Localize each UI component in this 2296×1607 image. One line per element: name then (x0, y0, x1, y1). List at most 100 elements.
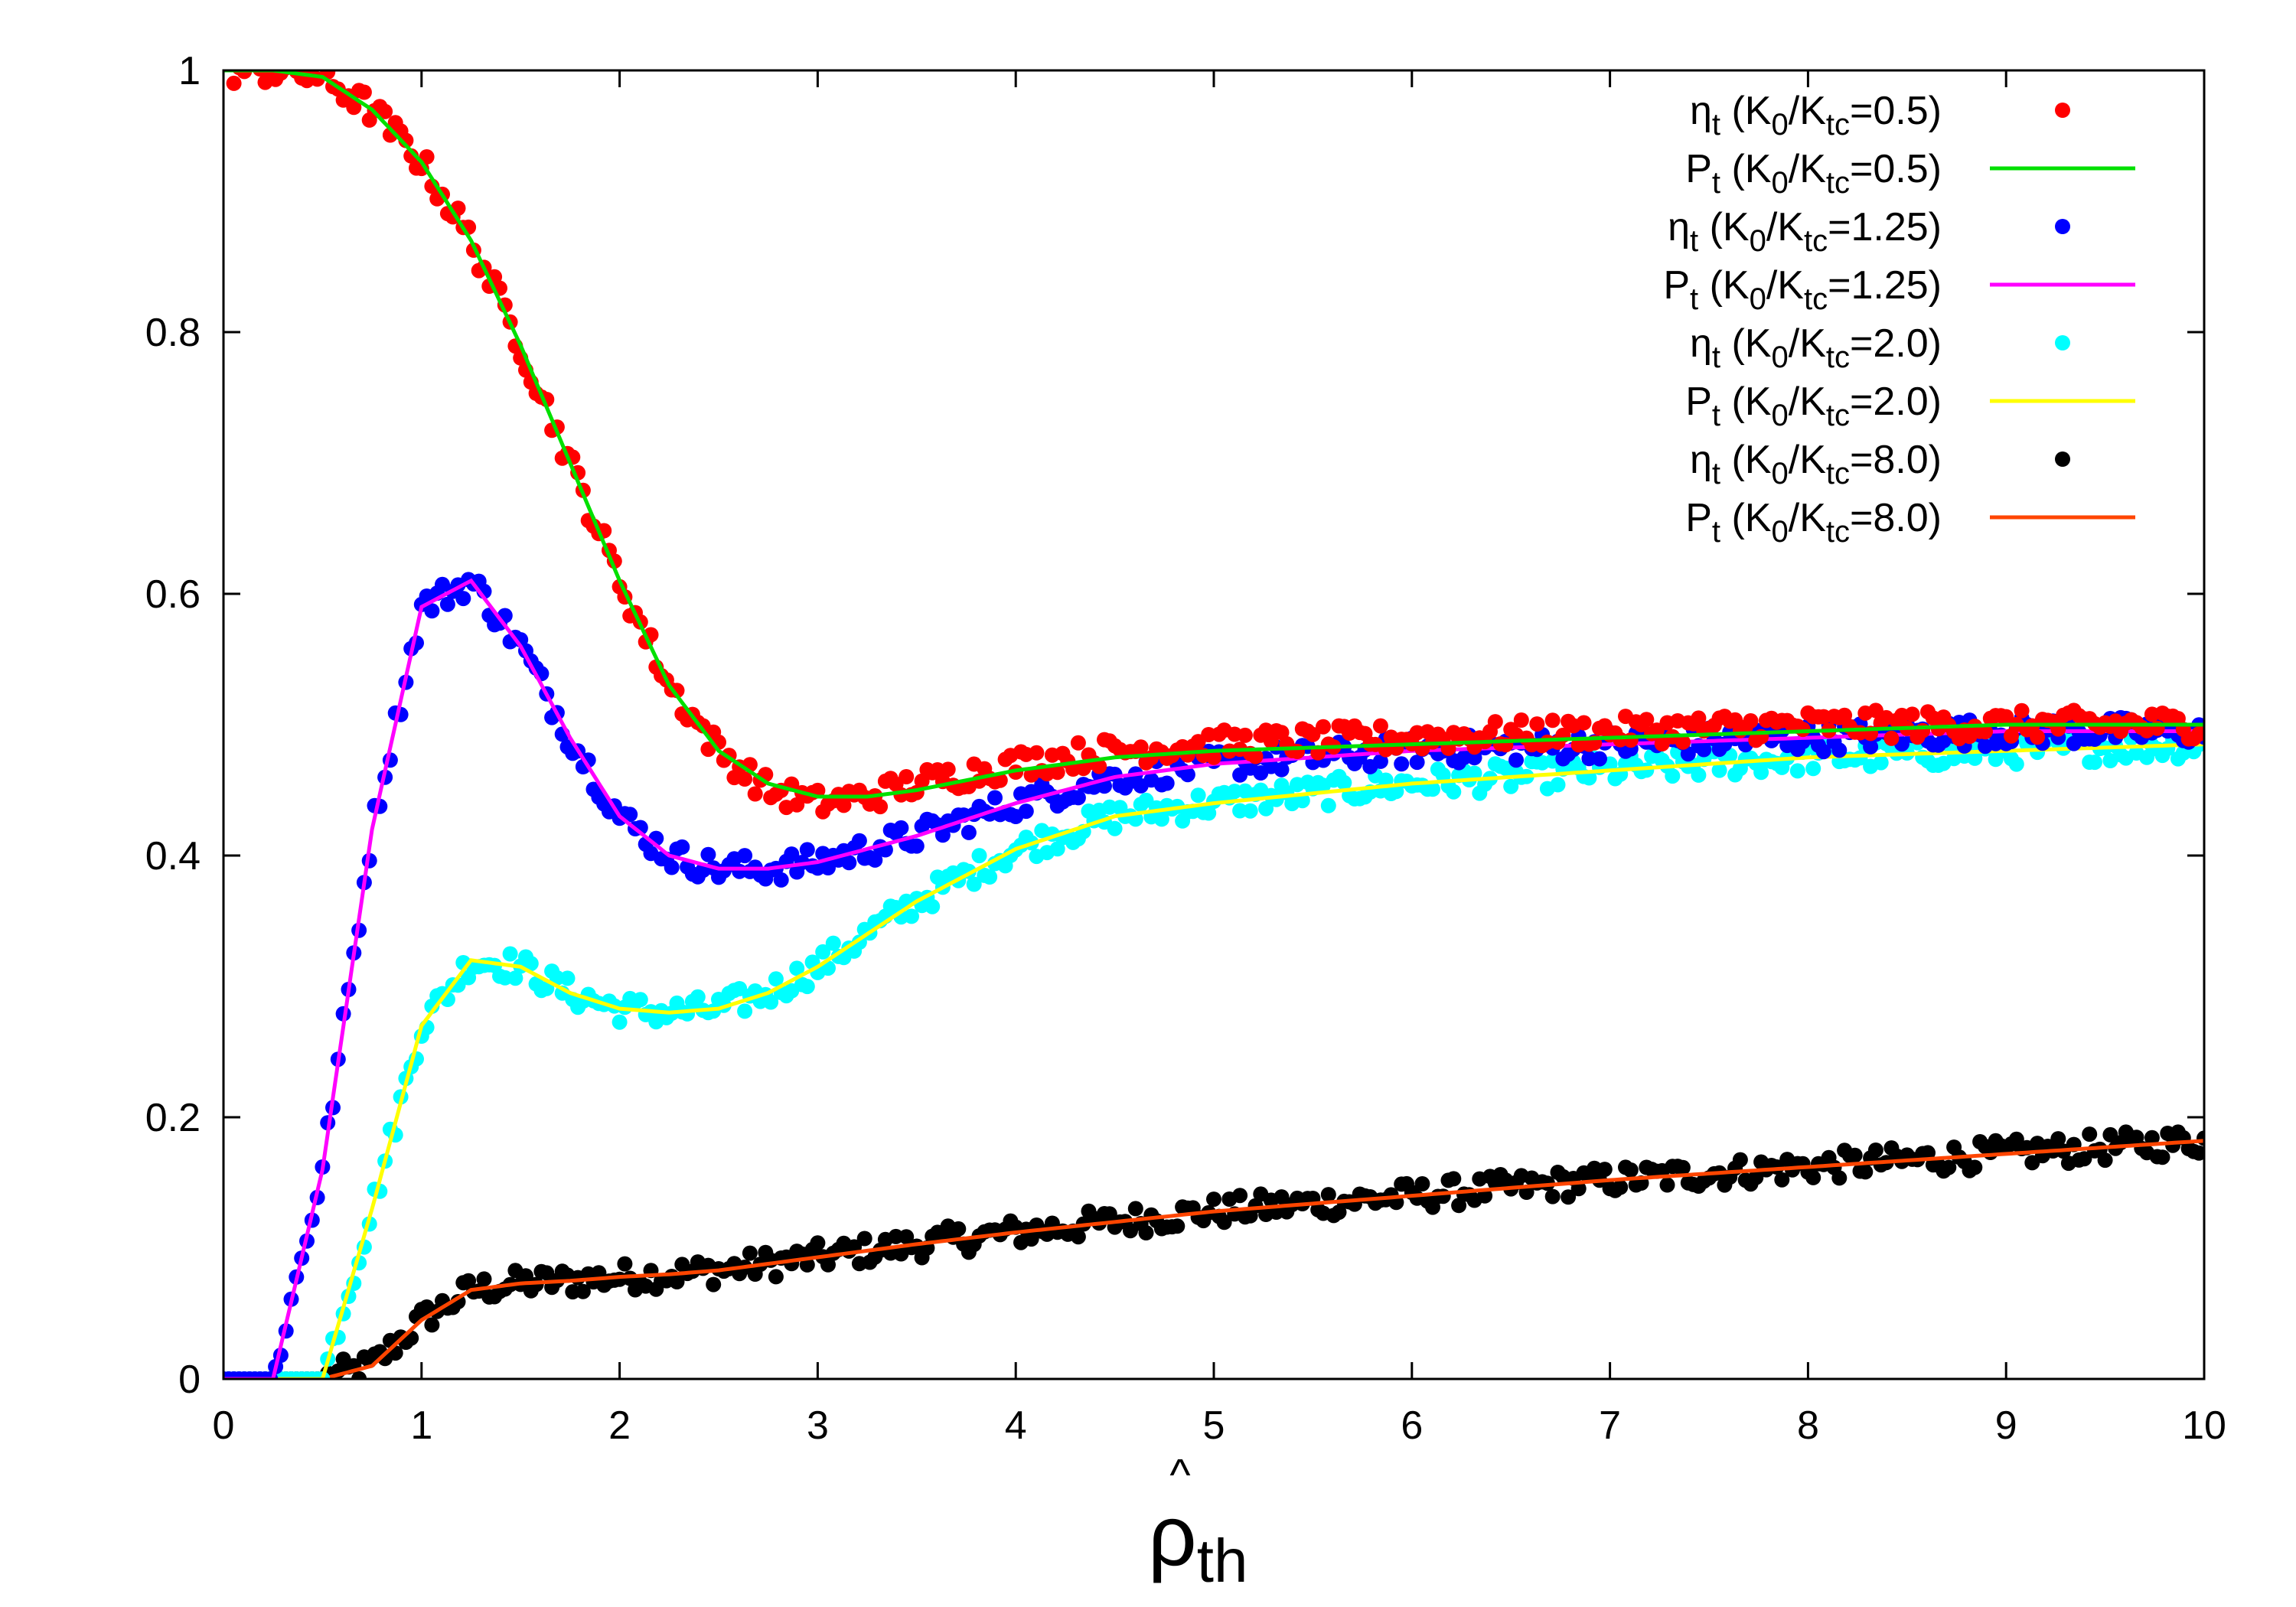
data-point (1153, 811, 1169, 827)
data-point (1320, 1187, 1336, 1203)
data-point (518, 1268, 533, 1284)
data-point (1513, 712, 1529, 728)
legend-label-part: tc (1804, 282, 1828, 316)
data-point (742, 1245, 758, 1261)
legend-label-part: =8.0) (1850, 496, 1942, 540)
legend-label-part: /K (1789, 380, 1826, 424)
data-point (1915, 722, 1931, 738)
data-point (1831, 1170, 1848, 1186)
data-point (1487, 714, 1503, 730)
legend-label-part: t (1712, 399, 1720, 432)
data-point (1550, 777, 1566, 793)
data-point (1070, 1229, 1086, 1245)
legend-entry-6: ηt (K0/Ktc=8.0) (1690, 438, 2070, 491)
data-point (1623, 1162, 1639, 1178)
data-point (1732, 1152, 1748, 1168)
legend-label-part: /K (1789, 89, 1826, 133)
series-7 (223, 1139, 2204, 1379)
legend-label-part: (K (1720, 89, 1772, 133)
x-axis-title-symbol: ρ (1148, 1488, 1197, 1583)
series-1 (223, 70, 2204, 799)
data-point (1316, 719, 1331, 735)
data-point (856, 1231, 872, 1247)
legend-label-part: tc (1826, 457, 1850, 491)
data-point (815, 944, 831, 960)
data-point (2154, 1149, 2170, 1165)
data-point (2197, 723, 2204, 739)
x-tick-label-2: 2 (608, 1403, 631, 1448)
data-point (1529, 716, 1545, 732)
data-point (1372, 718, 1388, 734)
series-line-7 (223, 1139, 2204, 1379)
data-point (1232, 1188, 1248, 1204)
legend-label-3: Pt (K0/Ktc=1.25) (1663, 263, 1942, 316)
data-point (737, 1003, 753, 1019)
data-point (1206, 1191, 1221, 1208)
data-point (908, 838, 925, 854)
data-point (617, 1256, 633, 1272)
data-point (1018, 804, 1034, 820)
data-point (789, 797, 805, 813)
legend-label-part: /K (1766, 205, 1804, 249)
legend-label-part: =0.5) (1850, 147, 1942, 191)
legend-label-part: =2.0) (1850, 380, 1942, 424)
legend-label-part: (K (1698, 205, 1750, 249)
data-point (1883, 730, 1900, 746)
data-point (1446, 784, 1462, 800)
legend-label-part: t (1712, 515, 1720, 549)
data-point (1967, 1159, 1983, 1175)
legend-entry-2: ηt (K0/Ktc=1.25) (1668, 205, 2070, 258)
data-point (1988, 751, 2004, 768)
data-point (1101, 1206, 1117, 1222)
data-point (236, 70, 253, 80)
legend-label-part: P (1685, 147, 1712, 191)
legend-label-part: (K (1720, 147, 1772, 191)
data-point (450, 1294, 466, 1309)
legend-label-part: t (1712, 108, 1720, 142)
legend-label-part: t (1690, 224, 1698, 258)
y-tick-label-0: 0 (178, 1358, 201, 1402)
data-point (632, 992, 648, 1008)
legend-label-part: 0 (1772, 108, 1789, 142)
data-point (987, 790, 1003, 806)
data-point (784, 846, 800, 862)
data-point (1247, 748, 1264, 764)
data-point (867, 852, 883, 868)
data-point (1138, 1225, 1154, 1240)
legend-entry-4: ηt (K0/Ktc=2.0) (1690, 321, 2070, 374)
legend-label-4: ηt (K0/Ktc=2.0) (1690, 321, 1942, 374)
legend-label-part: η (1690, 89, 1712, 133)
data-point (2082, 1126, 2098, 1143)
data-point (1904, 706, 1920, 722)
data-point (1680, 746, 1696, 762)
data-point (1867, 1143, 1883, 1158)
legend-label-part: tc (1826, 166, 1850, 200)
data-point (669, 683, 685, 699)
data-point (1127, 1201, 1143, 1217)
data-point (1920, 1145, 1936, 1161)
x-axis-title-subscript: th (1197, 1527, 1248, 1595)
data-point (1748, 1169, 1764, 1185)
data-point (502, 946, 518, 962)
data-point (2102, 1126, 2118, 1143)
data-point (1665, 768, 1681, 784)
data-point (476, 1271, 492, 1287)
data-point (1675, 734, 1691, 750)
data-point (439, 596, 455, 612)
data-point (1091, 758, 1107, 774)
data-point (2076, 1151, 2092, 1167)
data-point (799, 979, 815, 995)
legend-label-part: t (1690, 282, 1698, 316)
data-point (1623, 732, 1639, 748)
x-axis-title: ^ ρth (1148, 1450, 1247, 1595)
legend-label-part: P (1663, 263, 1690, 308)
legend-label-5: Pt (K0/Ktc=2.0) (1685, 380, 1942, 432)
data-point (768, 971, 784, 987)
data-point (825, 935, 841, 951)
data-point (1425, 781, 1440, 797)
data-point (1774, 1172, 1790, 1188)
data-point (799, 842, 815, 858)
legend-label-part: tc (1826, 108, 1850, 142)
data-point (1216, 1214, 1232, 1231)
